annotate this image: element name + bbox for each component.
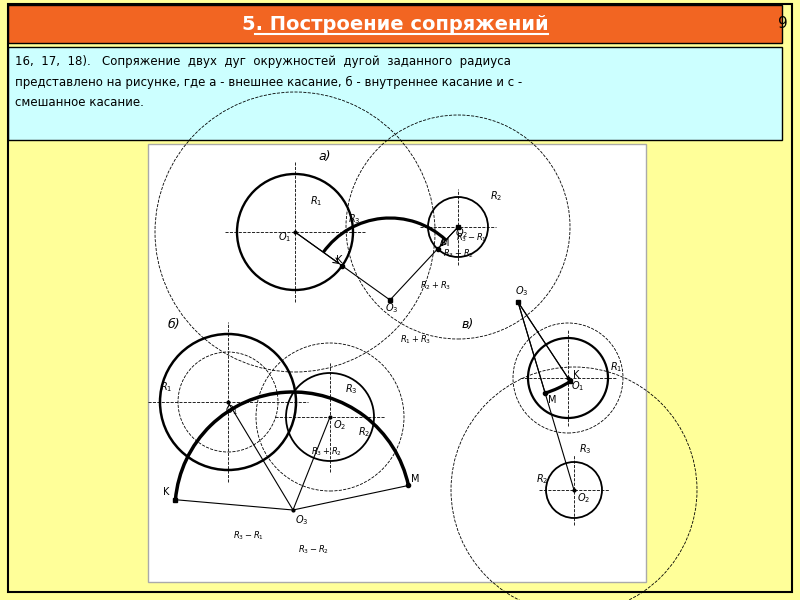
Text: а): а) xyxy=(318,150,330,163)
Text: $R_1$: $R_1$ xyxy=(160,380,172,394)
Text: M: M xyxy=(441,238,449,248)
Text: $R_1+R_3$: $R_1+R_3$ xyxy=(400,333,431,346)
Bar xyxy=(148,144,646,582)
Text: $R_2$: $R_2$ xyxy=(536,472,548,486)
Text: $O_3$: $O_3$ xyxy=(515,284,529,298)
Bar xyxy=(8,47,782,140)
Text: K: K xyxy=(336,255,342,265)
Text: $R_3$: $R_3$ xyxy=(348,212,361,226)
Text: представлено на рисунке, где а - внешнее касание, б - внутреннее касание и с -: представлено на рисунке, где а - внешнее… xyxy=(15,76,522,89)
Text: K: K xyxy=(574,370,579,380)
Text: M: M xyxy=(411,475,420,484)
Text: $R_3-R_1$: $R_3-R_1$ xyxy=(456,231,487,244)
Text: $R_2$: $R_2$ xyxy=(490,189,502,203)
Bar xyxy=(8,5,782,43)
Text: $O_2$: $O_2$ xyxy=(455,226,469,240)
Text: б): б) xyxy=(168,318,181,331)
Text: $R_3-R_2$: $R_3-R_2$ xyxy=(298,543,329,556)
Text: $R_2$: $R_2$ xyxy=(358,425,370,439)
Text: смешанное касание.: смешанное касание. xyxy=(15,95,144,109)
Text: $R_2+R_3$: $R_2+R_3$ xyxy=(420,279,451,292)
Text: $R_3$: $R_3$ xyxy=(579,442,591,456)
Text: M: M xyxy=(548,395,557,405)
Text: $O_1$: $O_1$ xyxy=(278,230,292,244)
Text: $O_2$: $O_2$ xyxy=(577,491,590,505)
Text: K: K xyxy=(163,487,170,497)
Text: $O_1$: $O_1$ xyxy=(225,403,238,417)
Text: в): в) xyxy=(462,318,474,331)
Text: 9: 9 xyxy=(778,16,788,31)
Text: $R_1$: $R_1$ xyxy=(610,360,622,374)
Text: $O_2$: $O_2$ xyxy=(333,418,346,432)
Text: $R_3$: $R_3$ xyxy=(345,382,358,396)
Text: $R_3+R_2$: $R_3+R_2$ xyxy=(311,446,342,458)
Text: $O_1$: $O_1$ xyxy=(571,379,584,393)
Text: $R_3-R_1$: $R_3-R_1$ xyxy=(233,529,264,541)
Text: 5. Построение сопряжений: 5. Построение сопряжений xyxy=(242,14,548,34)
Text: 16,  17,  18).   Сопряжение  двух  дуг  окружностей  дугой  заданного  радиуса: 16, 17, 18). Сопряжение двух дуг окружно… xyxy=(15,55,511,68)
Text: $O_3$: $O_3$ xyxy=(386,301,398,315)
Text: $O_3$: $O_3$ xyxy=(295,513,309,527)
Text: $R_3+R_2$: $R_3+R_2$ xyxy=(443,248,474,260)
Text: $R_1$: $R_1$ xyxy=(310,194,322,208)
